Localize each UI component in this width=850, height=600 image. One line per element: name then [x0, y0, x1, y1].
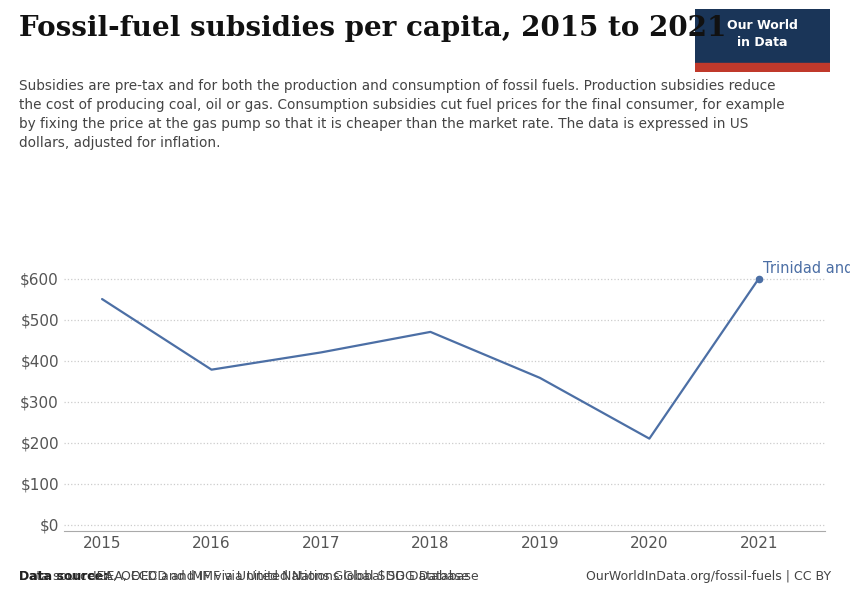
Text: Data source:: Data source:	[19, 570, 108, 583]
Text: Fossil-fuel subsidies per capita, 2015 to 2021: Fossil-fuel subsidies per capita, 2015 t…	[19, 15, 726, 42]
Text: Trinidad and Tobago: Trinidad and Tobago	[763, 261, 850, 276]
Text: Subsidies are pre-tax and for both the production and consumption of fossil fuel: Subsidies are pre-tax and for both the p…	[19, 79, 785, 150]
Text: Data source: IEA, OECD and IMF via United Nations Global SDG Database: Data source: IEA, OECD and IMF via Unite…	[19, 570, 479, 583]
Text: Our World
in Data: Our World in Data	[727, 19, 798, 49]
Text: OurWorldInData.org/fossil-fuels | CC BY: OurWorldInData.org/fossil-fuels | CC BY	[586, 570, 831, 583]
Bar	[695, 63, 830, 72]
Text: IEA, OECD and IMF via United Nations Global SDG Database: IEA, OECD and IMF via United Nations Glo…	[89, 570, 469, 583]
